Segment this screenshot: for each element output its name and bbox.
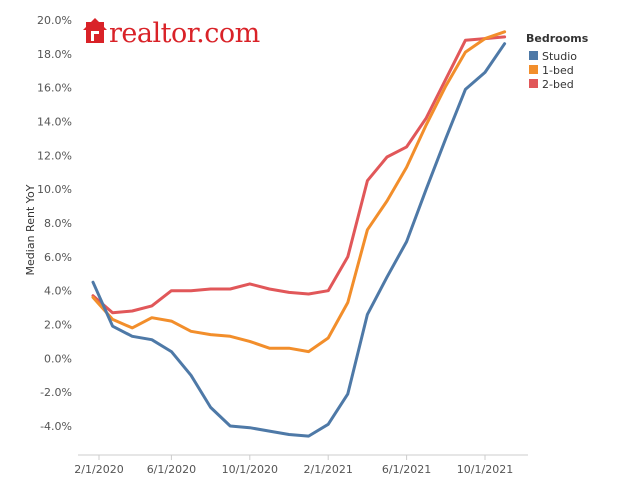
x-tick-label: 6/1/2020 [147,463,196,476]
y-tick-label: 0.0% [44,352,72,365]
y-tick-label: 2.0% [44,319,72,332]
legend-label: 1-bed [542,64,574,77]
y-tick-label: 16.0% [37,82,72,95]
x-tick-label: 6/1/2021 [382,463,431,476]
logo-text: realtor.com [109,18,260,49]
y-tick-label: 14.0% [37,116,72,129]
y-axis-title: Median Rent YoY [24,184,37,275]
x-axis: 2/1/2020 6/1/2020 10/1/2020 2/1/2021 6/1/202… [74,455,513,476]
series-lines [91,30,507,438]
y-axis: -4.0% -2.0% 0.0% 2.0% 4.0% 6.0% 8.0% 10.0% 12.0%… [37,14,72,433]
y-tick-label: 8.0% [44,217,72,230]
realtor-logo: realtor.com [83,18,260,49]
legend-label: Studio [542,50,577,63]
y-tick-label: 12.0% [37,149,72,162]
y-tick-label: 18.0% [37,48,72,61]
legend-swatch [529,79,538,88]
y-tick-label: 10.0% [37,183,72,196]
legend-label: 2-bed [542,78,574,91]
legend-swatch [529,65,538,74]
series-line-1-bed [91,30,507,354]
legend-swatch [529,51,538,60]
x-tick-label: 2/1/2020 [74,463,123,476]
x-tick-label: 10/1/2020 [222,463,278,476]
y-tick-label: 20.0% [37,14,72,27]
legend-title: Bedrooms [526,32,589,45]
y-tick-label: -4.0% [40,420,72,433]
x-tick-label: 10/1/2021 [457,463,513,476]
house-icon [83,18,107,43]
series-line-2-bed [91,35,507,315]
x-tick-label: 2/1/2021 [303,463,352,476]
y-tick-label: 4.0% [44,285,72,298]
series-line-studio [91,42,507,438]
y-tick-label: -2.0% [40,386,72,399]
y-tick-label: 6.0% [44,251,72,264]
